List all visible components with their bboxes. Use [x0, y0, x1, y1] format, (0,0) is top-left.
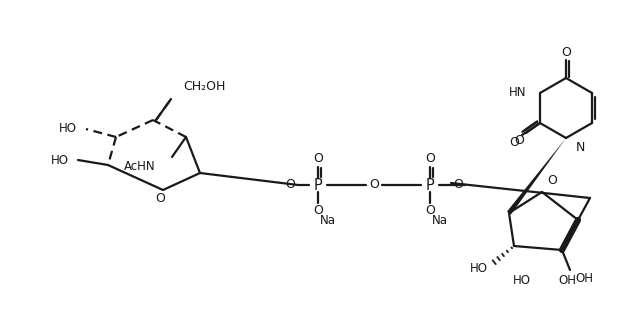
Text: O: O: [425, 204, 435, 217]
Text: O: O: [509, 136, 519, 149]
Text: P: P: [426, 177, 435, 192]
Text: HO: HO: [59, 123, 77, 136]
Text: HN: HN: [509, 86, 526, 99]
Text: HO: HO: [51, 154, 69, 167]
Text: HO: HO: [470, 262, 488, 275]
Text: O: O: [425, 153, 435, 166]
Text: Na: Na: [432, 215, 448, 228]
Text: O: O: [547, 174, 557, 187]
Text: P: P: [314, 177, 323, 192]
Text: O: O: [369, 179, 379, 191]
Text: O: O: [313, 153, 323, 166]
Text: OH: OH: [575, 272, 593, 285]
Text: O: O: [514, 134, 524, 146]
Text: Na: Na: [320, 215, 336, 228]
Text: O: O: [285, 179, 295, 191]
Text: O: O: [561, 47, 571, 60]
Text: OH: OH: [558, 274, 576, 287]
Text: O: O: [155, 192, 165, 205]
Text: N: N: [576, 141, 586, 154]
Text: CH₂OH: CH₂OH: [183, 81, 225, 94]
Polygon shape: [507, 138, 566, 215]
Text: AcHN: AcHN: [124, 160, 156, 173]
Text: O: O: [313, 204, 323, 217]
Text: HO: HO: [513, 274, 531, 287]
Text: O: O: [453, 179, 463, 191]
